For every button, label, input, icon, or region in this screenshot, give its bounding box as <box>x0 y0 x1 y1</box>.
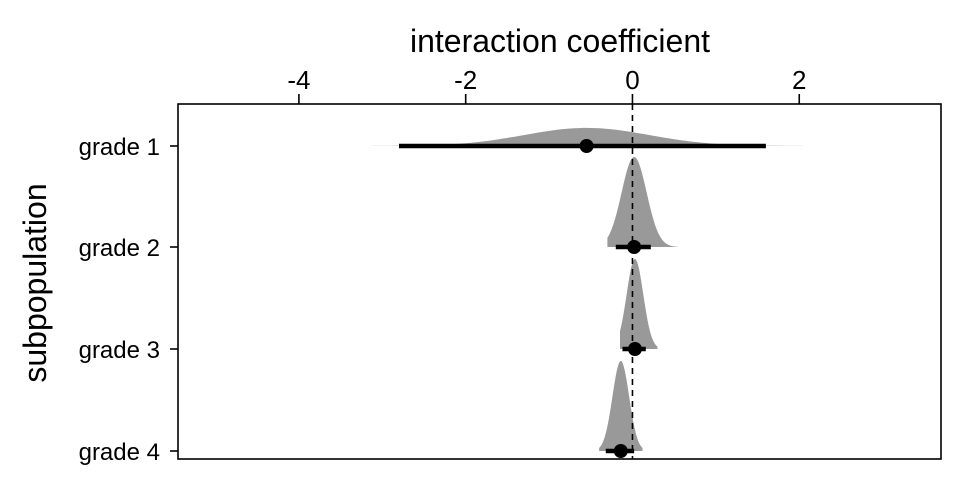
y-axis-title: subpopulation <box>17 183 53 382</box>
y-axis: grade 1 grade 2 grade 3 grade 4 <box>79 134 178 466</box>
y-tick-label: grade 1 <box>79 134 160 161</box>
point-estimate <box>627 240 642 254</box>
y-tick-label: grade 3 <box>79 337 160 364</box>
x-tick-label: -4 <box>287 65 310 95</box>
plot-frame <box>177 103 942 460</box>
point-estimate <box>613 444 628 458</box>
density-ridge <box>620 259 658 349</box>
density-ridge <box>599 361 643 451</box>
x-tick-label: -2 <box>454 65 477 95</box>
x-tick-label: 2 <box>792 65 806 95</box>
x-axis: -4 -2 0 2 <box>287 65 806 104</box>
point-estimate <box>627 342 642 356</box>
x-axis-title: interaction coefficient <box>410 23 710 59</box>
point-estimate <box>579 139 594 153</box>
x-tick-label: 0 <box>625 65 639 95</box>
y-tick-label: grade 2 <box>79 235 160 262</box>
plot-area <box>223 104 908 459</box>
density-ridge <box>607 157 679 247</box>
density-ridge <box>223 127 908 146</box>
y-tick-label: grade 4 <box>79 439 160 466</box>
